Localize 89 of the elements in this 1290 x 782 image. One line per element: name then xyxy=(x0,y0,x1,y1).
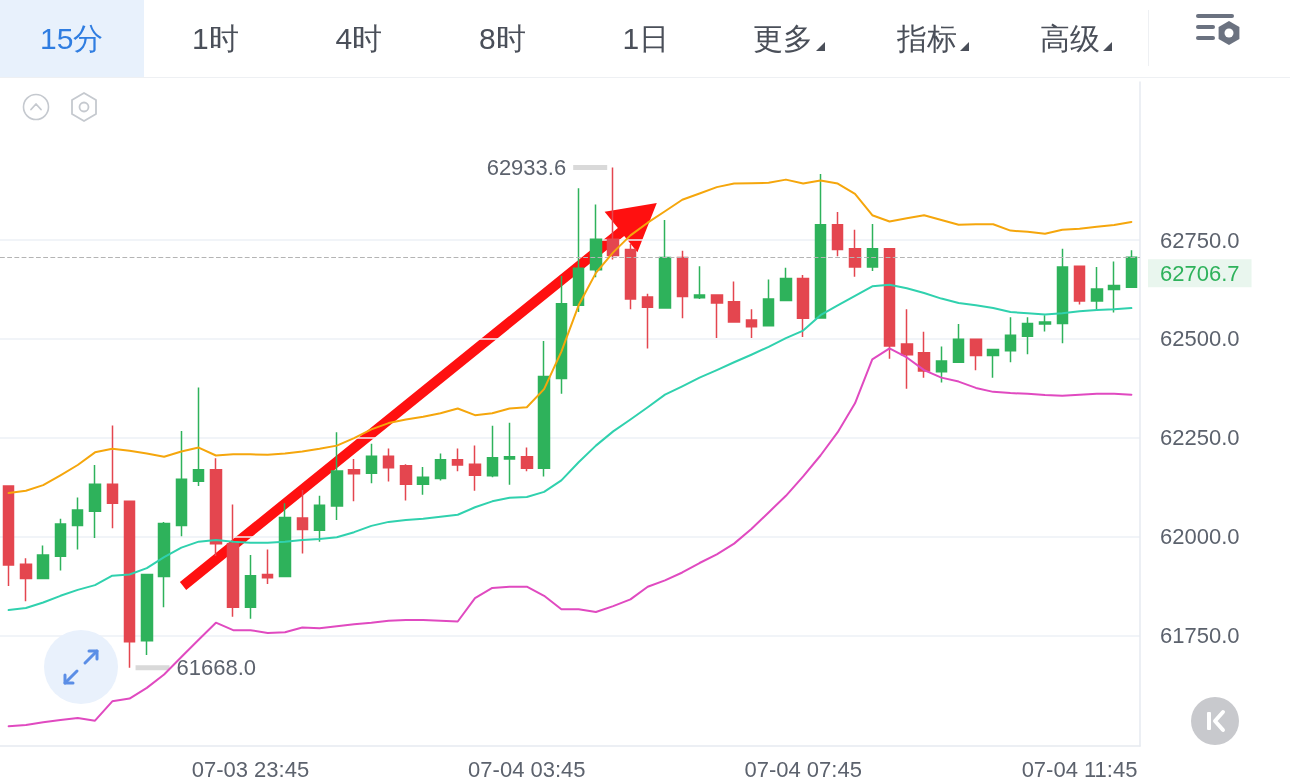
candlestick xyxy=(1073,265,1086,306)
candlestick xyxy=(278,502,292,578)
candlestick xyxy=(416,466,430,496)
candlestick xyxy=(745,308,758,339)
candlestick xyxy=(952,323,965,363)
y-tick-label: 62500.0 xyxy=(1160,326,1240,352)
y-tick-label: 62250.0 xyxy=(1160,425,1240,451)
candlestick xyxy=(796,274,810,338)
candlestick xyxy=(140,573,154,656)
candlestick xyxy=(451,447,464,473)
annotation: 62933.6 xyxy=(486,155,567,181)
text: 8时 xyxy=(478,21,526,56)
candlestick xyxy=(19,557,33,603)
y-tick-label: 62750.0 xyxy=(1160,227,1240,253)
candlestick xyxy=(365,442,378,484)
candlestick xyxy=(123,500,136,669)
y-tick-label: 61750.0 xyxy=(1160,622,1240,648)
candlestick xyxy=(226,503,240,618)
candlestick xyxy=(71,496,84,551)
candlestick xyxy=(209,457,223,557)
candlestick xyxy=(244,554,257,620)
candlestick xyxy=(520,446,534,473)
candlestick xyxy=(261,548,274,585)
candlestick xyxy=(1004,316,1017,363)
candlestick xyxy=(986,348,1000,379)
candlestick xyxy=(676,250,689,320)
text: 1日 xyxy=(622,21,670,56)
candlestick xyxy=(157,521,171,609)
candlestick xyxy=(1107,260,1121,314)
candlestick xyxy=(641,293,654,350)
text: 指标 xyxy=(896,21,957,56)
candlestick xyxy=(848,229,862,278)
candlestick xyxy=(624,243,637,311)
text: 更多 xyxy=(753,21,814,56)
candlestick xyxy=(382,447,395,483)
candlestick xyxy=(658,219,672,309)
candlestick xyxy=(54,517,67,572)
text: 15分 xyxy=(40,21,104,56)
line-series xyxy=(7,283,1133,612)
candlestick xyxy=(192,386,205,487)
candlestick xyxy=(727,280,741,323)
candlestick xyxy=(693,265,706,300)
candlestick xyxy=(36,544,50,580)
x-tick-label: 07-04 07:45 xyxy=(744,756,862,782)
text: 4时 xyxy=(335,21,383,56)
y-tick-label: 62000.0 xyxy=(1160,524,1240,550)
x-tick-label: 07-03 23:45 xyxy=(191,756,310,782)
candlestick xyxy=(330,431,344,521)
x-tick-label: 07-04 03:45 xyxy=(468,756,586,782)
candlestick xyxy=(175,430,188,537)
candlestick xyxy=(347,458,361,503)
candlestick xyxy=(2,485,15,587)
candlestick xyxy=(1125,249,1138,288)
candlestick xyxy=(814,173,827,319)
candlestick xyxy=(900,308,914,390)
candlestick xyxy=(831,211,844,258)
candlestick xyxy=(1090,266,1104,311)
line-series xyxy=(7,178,1133,495)
candlestick xyxy=(106,424,119,529)
candlestick xyxy=(486,425,499,478)
candlestick xyxy=(468,444,482,492)
candlestick xyxy=(434,452,447,482)
candlestick xyxy=(503,421,516,486)
candlestick xyxy=(710,294,724,339)
candlestick xyxy=(589,203,603,278)
candlestick xyxy=(399,463,413,502)
line-series xyxy=(7,347,1133,728)
annotation: 61668.0 xyxy=(176,655,257,681)
candlestick xyxy=(1021,316,1034,356)
text: 1时 xyxy=(191,21,239,56)
candlestick xyxy=(969,338,983,371)
candlestick xyxy=(606,166,620,261)
candlestick xyxy=(883,248,896,360)
text: 高级 xyxy=(1040,21,1101,56)
candlestick xyxy=(572,187,585,313)
candlestick xyxy=(555,275,568,395)
candlestick xyxy=(313,495,326,543)
candlestick xyxy=(935,345,948,384)
candlestick xyxy=(917,331,931,379)
ref-line-label: 62706.7 xyxy=(1160,260,1240,286)
candlestick xyxy=(779,267,793,302)
candlestick xyxy=(762,278,775,327)
candlestick xyxy=(866,223,879,272)
candlestick xyxy=(537,340,551,478)
candlestick xyxy=(88,464,102,539)
candlestick xyxy=(1038,314,1052,333)
x-tick-label: 07-04 11:45 xyxy=(1021,756,1138,782)
candlestick xyxy=(296,489,309,555)
candlestick xyxy=(1056,248,1069,344)
